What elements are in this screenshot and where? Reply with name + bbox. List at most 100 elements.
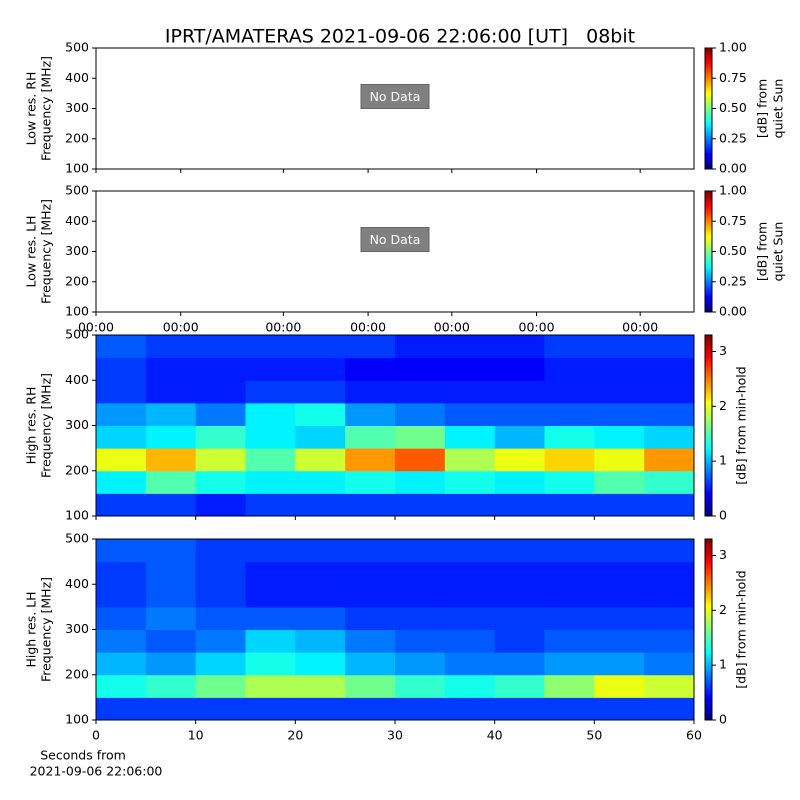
- heatmap-cell: [444, 380, 496, 404]
- heatmap-cell: [444, 493, 496, 517]
- heatmap-cell: [145, 470, 197, 494]
- heatmap-cell: [544, 380, 595, 404]
- x-tick-label: 60: [686, 728, 702, 743]
- heatmap-cell: [245, 470, 296, 494]
- heatmap-cell: [444, 629, 496, 653]
- colorbar-tick-label: 0.75: [719, 213, 747, 228]
- heatmap-cell: [544, 584, 595, 608]
- x-tick-label: 10: [188, 728, 204, 743]
- x-tick-label: 00:00: [163, 320, 199, 335]
- heatmap-cell: [195, 584, 246, 608]
- heatmap-cell: [195, 606, 246, 630]
- heatmap-cell: [644, 493, 695, 517]
- colorbar-tick-label: 0.50: [719, 243, 747, 258]
- heatmap-cell: [96, 335, 147, 359]
- heatmap-cell: [245, 335, 296, 359]
- heatmap-cell: [345, 539, 396, 563]
- colorbar-tick-label: 1.00: [719, 40, 747, 55]
- colorbar-tick-label: 2: [719, 398, 727, 413]
- heatmap-cell: [594, 335, 645, 359]
- heatmap-cell: [494, 448, 545, 472]
- heatmap-cell: [295, 357, 346, 381]
- heatmap-cell: [96, 357, 147, 381]
- heatmap-cell: [594, 697, 645, 721]
- colorbar-tick-label: 2: [719, 602, 727, 617]
- y-tick-label: 100: [65, 712, 89, 727]
- heatmap-cell: [145, 584, 197, 608]
- heatmap-cell: [644, 584, 695, 608]
- heatmap-cell: [295, 448, 346, 472]
- no-data-box: No Data: [360, 84, 430, 109]
- heatmap-cell: [544, 697, 595, 721]
- colorbar: [705, 191, 712, 312]
- heatmap-cell: [295, 652, 346, 676]
- colorbar-tick-label: 0.25: [719, 130, 747, 145]
- heatmap-cell: [96, 584, 147, 608]
- heatmap-cell: [195, 448, 246, 472]
- heatmap-cell: [644, 357, 695, 381]
- heatmap-cell: [345, 335, 396, 359]
- heatmap-cell: [295, 584, 346, 608]
- heatmap-cell: [195, 402, 246, 426]
- heatmap-cell: [494, 629, 545, 653]
- heatmap-cell: [295, 674, 346, 698]
- heatmap-cell: [494, 584, 545, 608]
- heatmap-cell: [145, 357, 197, 381]
- heatmap-cell: [594, 561, 645, 585]
- heatmap-cell: [494, 425, 545, 449]
- heatmap-cell: [96, 470, 147, 494]
- heatmap-cell: [295, 380, 346, 404]
- colorbar-tick-label: 1: [719, 657, 727, 672]
- heatmap-cell: [644, 674, 695, 698]
- heatmap-cell: [96, 539, 147, 563]
- heatmap-cell: [544, 470, 595, 494]
- heatmap-cell: [494, 493, 545, 517]
- heatmap-cell: [96, 629, 147, 653]
- heatmap-cell: [96, 493, 147, 517]
- heatmap-cell: [295, 470, 346, 494]
- x-tick-label: 20: [287, 728, 303, 743]
- heatmap-cell: [195, 652, 246, 676]
- heatmap-cell: [295, 561, 346, 585]
- y-axis-label: Frequency [MHz]: [39, 373, 54, 478]
- heatmap-cell: [644, 380, 695, 404]
- x-tick-label: 00:00: [350, 320, 386, 335]
- heatmap-cell: [245, 402, 296, 426]
- colorbar-tick-label: 0.00: [719, 304, 747, 319]
- heatmap-cell: [444, 357, 496, 381]
- heatmap-cell: [544, 674, 595, 698]
- heatmap-cell: [594, 674, 645, 698]
- heatmap-cell: [145, 697, 197, 721]
- heatmap-cell: [195, 335, 246, 359]
- colorbar-label: [dB] from: [755, 222, 770, 281]
- heatmap-cell: [395, 561, 446, 585]
- x-tick-label: 00:00: [434, 320, 470, 335]
- heatmap-cell: [145, 652, 197, 676]
- heatmap-cell: [195, 539, 246, 563]
- y-tick-label: 400: [65, 576, 89, 591]
- heatmap-cell: [644, 561, 695, 585]
- heatmap-cell: [544, 652, 595, 676]
- heatmap-cell: [395, 357, 446, 381]
- heatmap-cell: [295, 606, 346, 630]
- heatmap-cell: [494, 335, 545, 359]
- y-tick-label: 100: [65, 161, 89, 176]
- heatmap-cell: [345, 584, 396, 608]
- y-axis-label: Frequency [MHz]: [39, 199, 54, 304]
- colorbar-label: [dB] from: [755, 79, 770, 138]
- heatmap-cell: [594, 629, 645, 653]
- y-tick-label: 300: [65, 243, 89, 258]
- y-tick-label: 200: [65, 462, 89, 477]
- y-tick-label: 500: [65, 327, 89, 342]
- heatmap-cell: [245, 697, 296, 721]
- heatmap-cell: [195, 629, 246, 653]
- heatmap-cell: [444, 584, 496, 608]
- heatmap-cell: [96, 561, 147, 585]
- y-tick-label: 300: [65, 621, 89, 636]
- x-tick-label: 00:00: [519, 320, 555, 335]
- heatmap-cell: [444, 335, 496, 359]
- heatmap-cell: [444, 606, 496, 630]
- heatmap-cell: [444, 448, 496, 472]
- heatmap-cell: [395, 448, 446, 472]
